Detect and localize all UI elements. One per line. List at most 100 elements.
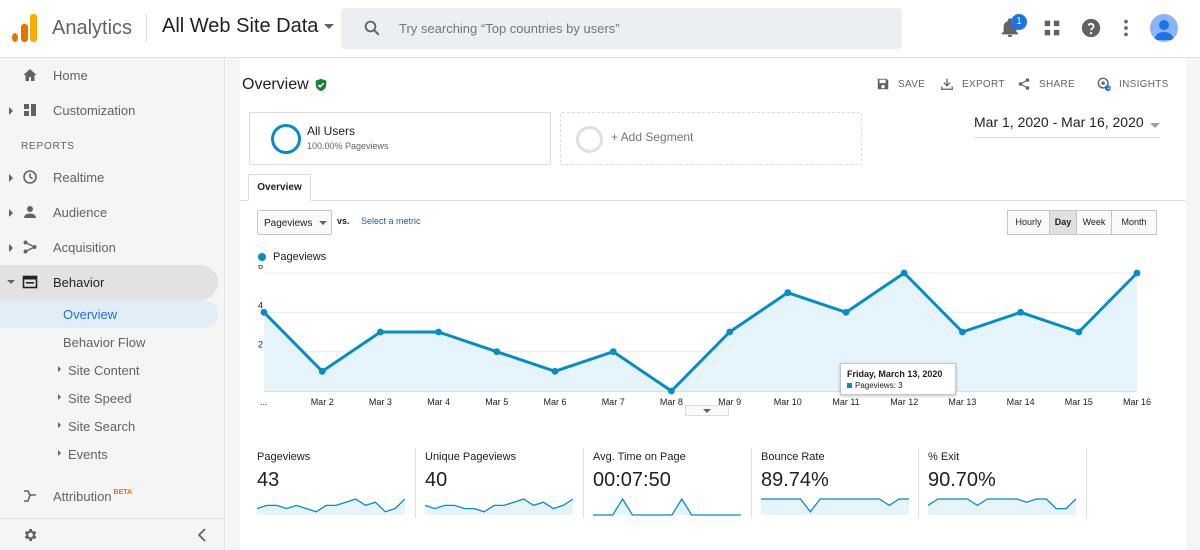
scorecard-value: 43 bbox=[257, 469, 280, 491]
acquisition-icon bbox=[23, 240, 37, 254]
apps-grid-icon[interactable] bbox=[1041, 17, 1063, 39]
sidebar-item-home[interactable]: Home bbox=[0, 58, 218, 93]
insights-label: INSIGHTS bbox=[1119, 79, 1169, 90]
search-icon bbox=[364, 20, 380, 36]
x-tick-label: Mar 6 bbox=[543, 397, 566, 407]
chevron-right-icon bbox=[9, 107, 13, 115]
segment-placeholder-ring bbox=[576, 126, 603, 153]
sidebar-item-label: Site Search bbox=[68, 419, 136, 434]
data-point bbox=[318, 367, 326, 375]
add-segment-label: + Add Segment bbox=[611, 130, 694, 144]
data-point bbox=[900, 269, 908, 277]
sidebar-item-behavior[interactable]: Behavior bbox=[0, 265, 218, 300]
metric-select[interactable]: Pageviews bbox=[257, 210, 332, 235]
granularity-hourly[interactable]: Hourly bbox=[1007, 210, 1050, 235]
data-point bbox=[1075, 328, 1083, 336]
data-point bbox=[1017, 308, 1024, 316]
sidebar-item-site-search[interactable]: Site Search bbox=[0, 412, 218, 440]
property-selector[interactable]: All Web Site Data bbox=[162, 15, 335, 38]
chevron-right-icon bbox=[9, 174, 13, 182]
tooltip-date: Friday, March 13, 2020 bbox=[847, 369, 943, 379]
insights-badge: 2 bbox=[1107, 85, 1112, 91]
scorecard-value: 89.74% bbox=[761, 469, 829, 491]
collapse-chevron-left-icon[interactable] bbox=[196, 528, 208, 542]
select-metric-link[interactable]: Select a metric bbox=[361, 216, 421, 226]
x-tick-label: Mar 5 bbox=[485, 397, 508, 407]
x-tick-label: Mar 7 bbox=[602, 397, 625, 407]
sidebar-item-behavior-flow[interactable]: Behavior Flow bbox=[0, 328, 218, 356]
sidebar-item-site-speed[interactable]: Site Speed bbox=[0, 384, 218, 412]
scorecard-sparkline bbox=[425, 498, 573, 515]
search-input[interactable] bbox=[399, 18, 879, 38]
avatar[interactable] bbox=[1150, 14, 1178, 42]
attribution-icon bbox=[24, 490, 36, 502]
scorecard-divider bbox=[918, 448, 919, 518]
scorecard[interactable]: Bounce Rate 89.74% bbox=[759, 448, 909, 518]
segment-card-all-users[interactable]: All Users 100.00% Pageviews bbox=[249, 112, 551, 165]
data-point bbox=[260, 308, 268, 316]
settings-gear-icon[interactable] bbox=[22, 527, 38, 543]
chevron-right-icon bbox=[58, 366, 61, 372]
analytics-logo-icon[interactable] bbox=[12, 14, 38, 42]
pageviews-line-chart[interactable]: 2 4 6... Mar 2 Mar 3 Mar 4 Mar 5 Mar 6 Mar 7 Mar … bbox=[258, 265, 1163, 415]
vs-label: vs. bbox=[337, 216, 350, 226]
sidebar-item-label: Behavior Flow bbox=[63, 335, 146, 350]
scorecard-divider bbox=[1086, 448, 1087, 518]
sidebar-item-attribution[interactable]: Attribution BETA bbox=[0, 479, 218, 514]
x-tick-label: Mar 13 bbox=[948, 397, 976, 407]
tab-divider bbox=[240, 200, 1186, 201]
scorecard[interactable]: Pageviews 43 bbox=[255, 448, 405, 518]
divider bbox=[146, 14, 147, 42]
data-point bbox=[784, 289, 792, 297]
sidebar-item-events[interactable]: Events bbox=[0, 440, 218, 468]
x-tick-label: Mar 14 bbox=[1007, 397, 1035, 407]
data-point bbox=[842, 308, 850, 316]
granularity-month[interactable]: Month bbox=[1111, 210, 1157, 235]
sidebar-item-label: Site Speed bbox=[68, 391, 132, 406]
add-segment-button[interactable]: + Add Segment bbox=[560, 112, 862, 165]
sidebar-item-audience[interactable]: Audience bbox=[0, 195, 218, 230]
chevron-right-icon bbox=[9, 244, 13, 252]
sparkline-line bbox=[928, 498, 1076, 510]
granularity-week[interactable]: Week bbox=[1076, 210, 1112, 235]
data-point bbox=[959, 328, 966, 336]
y-tick-label: 6 bbox=[258, 265, 263, 271]
sparkline-area bbox=[761, 499, 909, 515]
sidebar-item-realtime[interactable]: Realtime bbox=[0, 160, 218, 195]
x-tick-label: Mar 4 bbox=[427, 397, 450, 407]
tab-overview[interactable]: Overview bbox=[248, 174, 311, 201]
save-icon bbox=[877, 78, 889, 90]
chevron-right-icon bbox=[9, 209, 13, 217]
home-icon bbox=[23, 69, 37, 81]
scorecard-label: Bounce Rate bbox=[761, 451, 825, 463]
insights-icon bbox=[1097, 77, 1111, 91]
chart-collapse-toggle[interactable] bbox=[685, 405, 729, 416]
chevron-down-icon bbox=[7, 280, 15, 284]
behavior-icon bbox=[22, 275, 38, 289]
chevron-down-icon bbox=[324, 24, 335, 30]
data-point bbox=[609, 348, 617, 356]
scorecard-label: Avg. Time on Page bbox=[593, 451, 686, 463]
more-vert-icon[interactable] bbox=[1115, 17, 1137, 39]
help-icon[interactable] bbox=[1080, 17, 1102, 39]
scorecard[interactable]: Unique Pageviews 40 bbox=[423, 448, 573, 518]
date-range-picker[interactable]: Mar 1, 2020 - Mar 16, 2020 bbox=[974, 114, 1160, 138]
customization-icon bbox=[24, 104, 36, 116]
sparkline-line bbox=[761, 498, 909, 513]
sidebar-item-customization[interactable]: Customization bbox=[0, 93, 218, 128]
sidebar-item-site-content[interactable]: Site Content bbox=[0, 356, 218, 384]
granularity-day[interactable]: Day bbox=[1049, 210, 1077, 235]
search-box[interactable] bbox=[341, 8, 902, 49]
notification-badge: 1 bbox=[1011, 14, 1027, 30]
sparkline-line bbox=[593, 497, 741, 516]
sidebar-item-acquisition[interactable]: Acquisition bbox=[0, 230, 218, 265]
sidebar-item-label: Realtime bbox=[53, 170, 105, 185]
series-area bbox=[264, 273, 1137, 391]
scorecard[interactable]: Avg. Time on Page 00:07:50 bbox=[591, 448, 741, 518]
sidebar-item-behavior-overview[interactable]: Overview bbox=[0, 300, 218, 328]
verified-shield-icon bbox=[315, 78, 327, 92]
x-tick-label: Mar 10 bbox=[774, 397, 802, 407]
tooltip-series-marker bbox=[847, 383, 852, 389]
scorecard-divider bbox=[415, 448, 416, 518]
scorecard[interactable]: % Exit 90.70% bbox=[926, 448, 1076, 518]
